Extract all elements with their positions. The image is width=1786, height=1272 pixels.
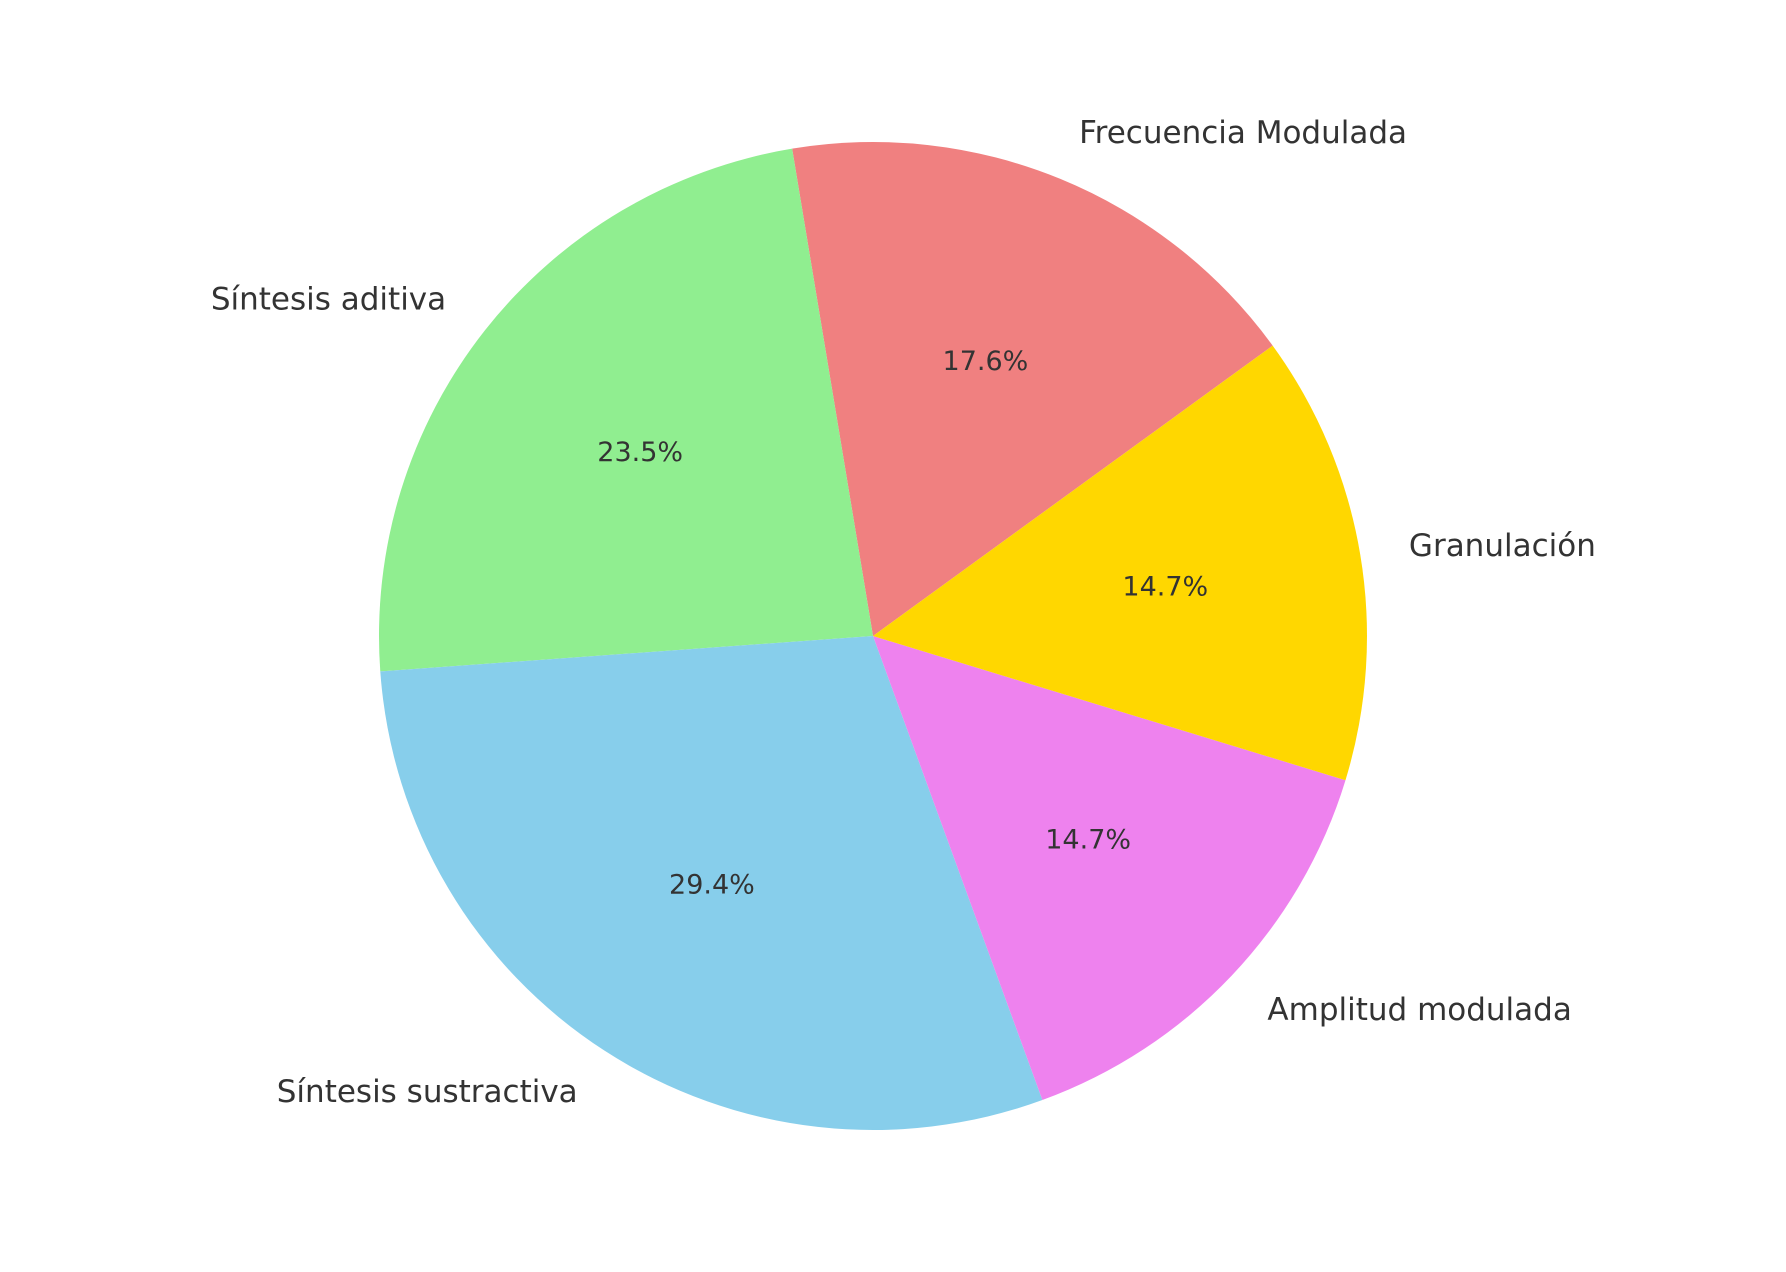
pct-label-amplitud-modulada: 14.7% — [1045, 824, 1131, 855]
pie-slice-frecuencia-modulada — [792, 142, 1273, 636]
slice-label-granulacion: Granulación — [1409, 528, 1596, 564]
pie-slice-sintesis-sustractiva — [380, 636, 1043, 1131]
pie-slice-amplitud-modulada — [873, 636, 1346, 1101]
slice-label-frecuencia-modulada: Frecuencia Modulada — [1079, 115, 1407, 151]
slice-label-amplitud-modulada: Amplitud modulada — [1267, 992, 1571, 1028]
pie-labels: Frecuencia Modulada 17.6% Síntesis aditiva… — [211, 115, 1596, 1110]
pct-label-frecuencia-modulada: 17.6% — [943, 346, 1029, 377]
pie-slice-sintesis-aditiva — [378, 148, 873, 672]
pct-label-sintesis-aditiva: 23.5% — [597, 437, 683, 468]
slice-label-sintesis-sustractiva: Síntesis sustractiva — [277, 1074, 578, 1110]
slice-label-sintesis-aditiva: Síntesis aditiva — [211, 282, 446, 318]
pct-label-granulacion: 14.7% — [1122, 572, 1208, 603]
pct-label-sintesis-sustractiva: 29.4% — [669, 869, 755, 900]
pie-slices — [378, 142, 1368, 1131]
pie-slice-granulacion — [873, 345, 1368, 781]
